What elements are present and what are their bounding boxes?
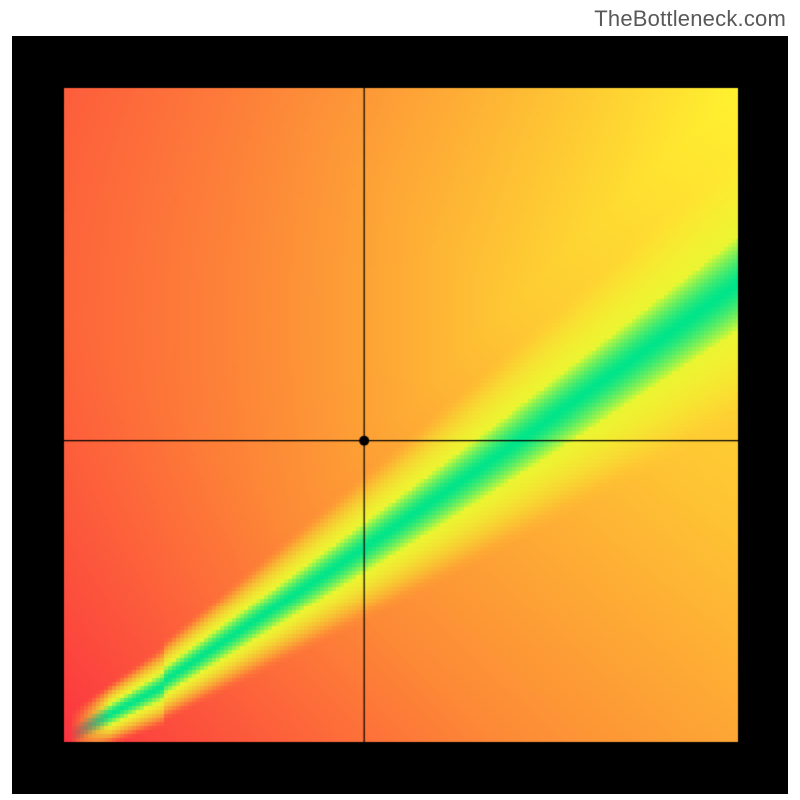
chart-container: TheBottleneck.com xyxy=(0,0,800,800)
watermark-text: TheBottleneck.com xyxy=(594,6,786,32)
bottleneck-heatmap xyxy=(12,36,788,794)
